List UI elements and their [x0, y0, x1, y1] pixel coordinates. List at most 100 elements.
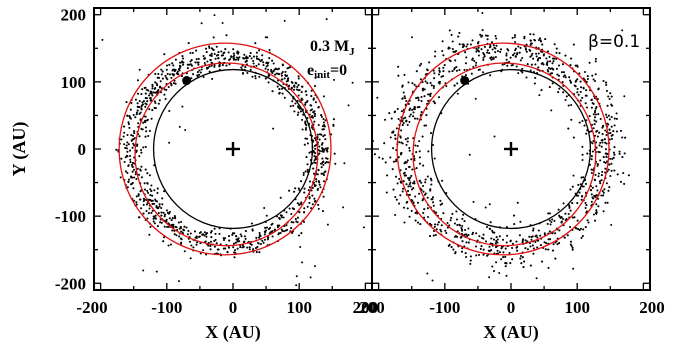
- particle-dot: [294, 81, 297, 84]
- particle-dot: [222, 238, 226, 242]
- particle-dot: [297, 187, 300, 190]
- particle-dot: [228, 239, 231, 242]
- particle-dot: [574, 64, 577, 67]
- particle-dot: [297, 234, 301, 237]
- particle-dot: [581, 153, 584, 156]
- particle-dot: [271, 90, 274, 93]
- particle-dot: [145, 209, 148, 213]
- particle-dot: [213, 52, 216, 56]
- particle-dot: [205, 233, 208, 236]
- particle-dot: [266, 36, 269, 39]
- particle-dot: [255, 51, 258, 54]
- particle-dot: [156, 191, 159, 194]
- particle-dot: [373, 153, 376, 156]
- particle-dot: [308, 180, 312, 183]
- particle-dot: [411, 82, 414, 85]
- particle-dot: [546, 68, 549, 72]
- particle-dot: [205, 253, 208, 256]
- particle-dot: [552, 68, 555, 71]
- particle-dot: [154, 91, 157, 94]
- particle-dot: [451, 47, 454, 51]
- particle-dot: [502, 251, 505, 254]
- y-tick-label: 0: [78, 140, 87, 159]
- particle-dot: [518, 51, 521, 54]
- particle-dot: [610, 137, 613, 140]
- particle-dot: [596, 163, 599, 166]
- particle-dot: [605, 142, 608, 145]
- particle-dot: [613, 146, 616, 149]
- particle-dot: [182, 229, 186, 232]
- particle-dot: [608, 138, 611, 141]
- particle-dot: [282, 216, 285, 219]
- particle-dot: [333, 152, 336, 155]
- particle-dot: [422, 211, 425, 215]
- particle-dot: [135, 201, 138, 204]
- particle-dot: [259, 242, 262, 246]
- particle-dot: [518, 234, 521, 237]
- particle-dot: [482, 58, 485, 61]
- particle-dot: [148, 108, 151, 111]
- particle-dot: [405, 143, 408, 146]
- particle-dot: [297, 94, 300, 97]
- particle-dot: [236, 50, 239, 53]
- particle-dot: [148, 94, 151, 97]
- particle-dot: [131, 161, 134, 164]
- particle-dot: [464, 62, 467, 65]
- particle-dot: [290, 227, 293, 230]
- particle-dot: [163, 213, 167, 216]
- particle-dot: [320, 143, 323, 146]
- particle-dot: [154, 72, 157, 75]
- particle-dot: [385, 191, 388, 194]
- particle-dot: [271, 235, 274, 238]
- particle-dot: [213, 65, 216, 68]
- particle-dot: [127, 121, 130, 124]
- particle-dot: [588, 61, 591, 64]
- particle-dot: [581, 159, 584, 161]
- particle-dot: [571, 202, 574, 205]
- particle-dot: [280, 74, 283, 77]
- particle-dot: [572, 267, 575, 270]
- particle-dot: [554, 257, 557, 260]
- particle-dot: [156, 84, 159, 87]
- particle-dot: [389, 136, 392, 139]
- particle-dot: [243, 240, 246, 243]
- particle-dot: [584, 182, 588, 185]
- particle-dot: [485, 225, 489, 229]
- particle-dot: [321, 128, 324, 131]
- particle-dot: [297, 84, 300, 87]
- particle-dot: [132, 187, 135, 190]
- particle-dot: [176, 70, 179, 73]
- particle-dot: [537, 229, 540, 232]
- particle-dot: [155, 270, 158, 273]
- particle-dot: [234, 241, 237, 244]
- particle-dot: [438, 69, 441, 72]
- particle-dot: [129, 161, 132, 164]
- particle-dot: [486, 51, 489, 54]
- particle-dot: [484, 206, 487, 209]
- particle-dot: [185, 226, 188, 229]
- left-particles-layer: [101, 14, 365, 287]
- particle-dot: [296, 202, 299, 205]
- particle-dot: [325, 157, 328, 160]
- particle-dot: [156, 76, 159, 79]
- particle-dot: [209, 240, 213, 243]
- particle-dot: [313, 115, 316, 118]
- particle-dot: [599, 117, 602, 121]
- particle-dot: [409, 113, 412, 116]
- particle-dot: [316, 133, 319, 136]
- particle-dot: [481, 34, 484, 37]
- particle-dot: [137, 173, 141, 176]
- particle-dot: [491, 265, 494, 268]
- particle-dot: [178, 280, 180, 283]
- particle-dot: [277, 233, 280, 236]
- particle-dot: [521, 239, 524, 242]
- x-tick-label-divider: 200: [359, 298, 385, 317]
- particle-dot: [479, 33, 482, 36]
- particle-dot: [164, 97, 167, 101]
- particle-dot: [623, 182, 626, 185]
- particle-dot: [623, 95, 626, 98]
- particle-dot: [606, 122, 609, 125]
- particle-dot: [603, 188, 606, 191]
- particle-dot: [512, 53, 515, 56]
- particle-dot: [540, 260, 544, 263]
